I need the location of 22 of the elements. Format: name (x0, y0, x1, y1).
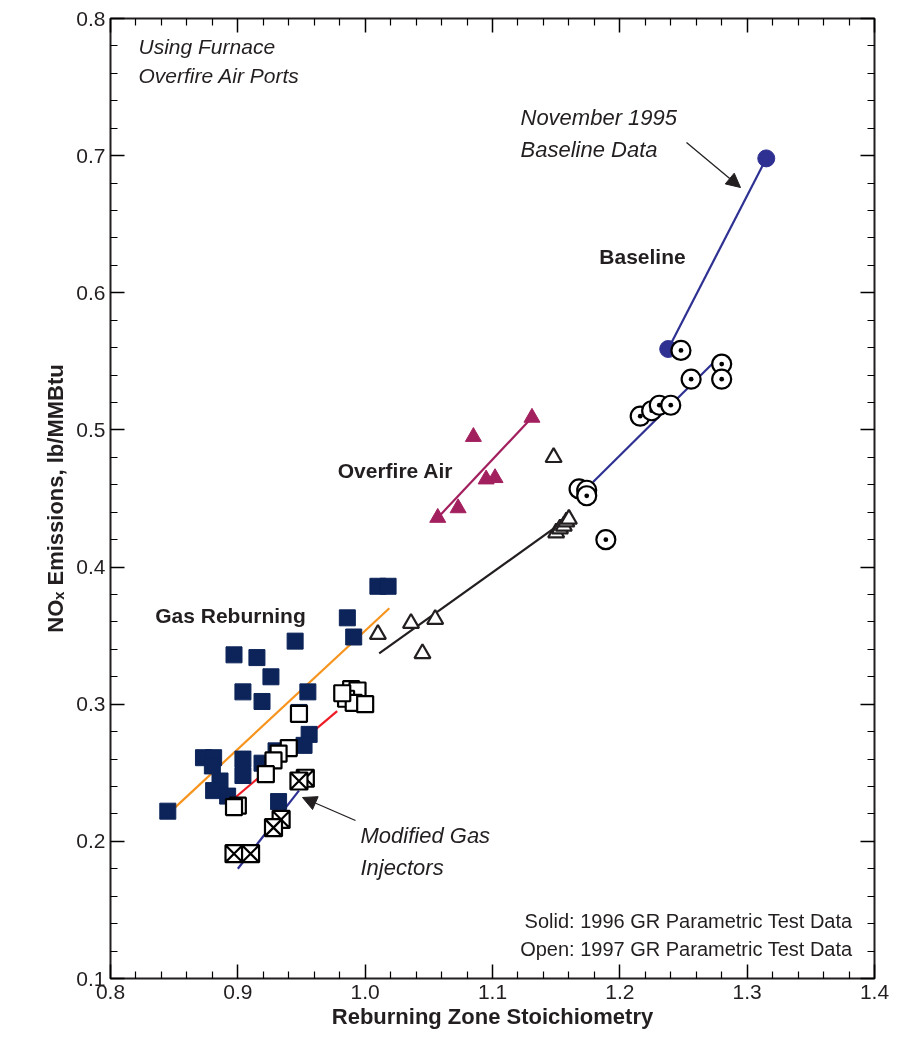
y-tick-label: 0.6 (76, 280, 106, 304)
x-tick-label: 1.1 (477, 979, 508, 1003)
x-tick-label: 1.3 (732, 979, 762, 1003)
y-axis-title: NOₓ Emissions, lb/MMBtu (43, 364, 69, 633)
y-tick-label: 0.3 (76, 692, 106, 716)
annotation: November 1995 Baseline Data (520, 104, 678, 162)
y-tick-label: 0.4 (76, 555, 106, 579)
y-tick-label: 0.8 (76, 6, 106, 30)
y-tick-label: 0.2 (76, 829, 106, 853)
y-tick-label: 0.7 (76, 143, 106, 167)
x-tick-label: 1.0 (350, 979, 380, 1003)
annotation: Modified Gas Injectors (360, 822, 491, 880)
x-tick-label: 1.4 (859, 979, 890, 1003)
x-axis-title: Reburning Zone Stoichiometry (331, 1003, 654, 1029)
annotation: Baseline (599, 245, 686, 268)
annotation: Solid: 1996 GR Parametric Test Data Open: 1997 GR Parametric Test Data (520, 909, 854, 961)
y-tick-label: 0.5 (76, 417, 106, 441)
annotation: Gas Reburning (155, 604, 306, 627)
x-tick-label: 1.2 (605, 979, 635, 1003)
x-tick-label: 0.9 (223, 979, 253, 1003)
annotation: Using Furnace Overfire Air Ports (138, 34, 300, 88)
annotation: Overfire Air (337, 459, 453, 482)
